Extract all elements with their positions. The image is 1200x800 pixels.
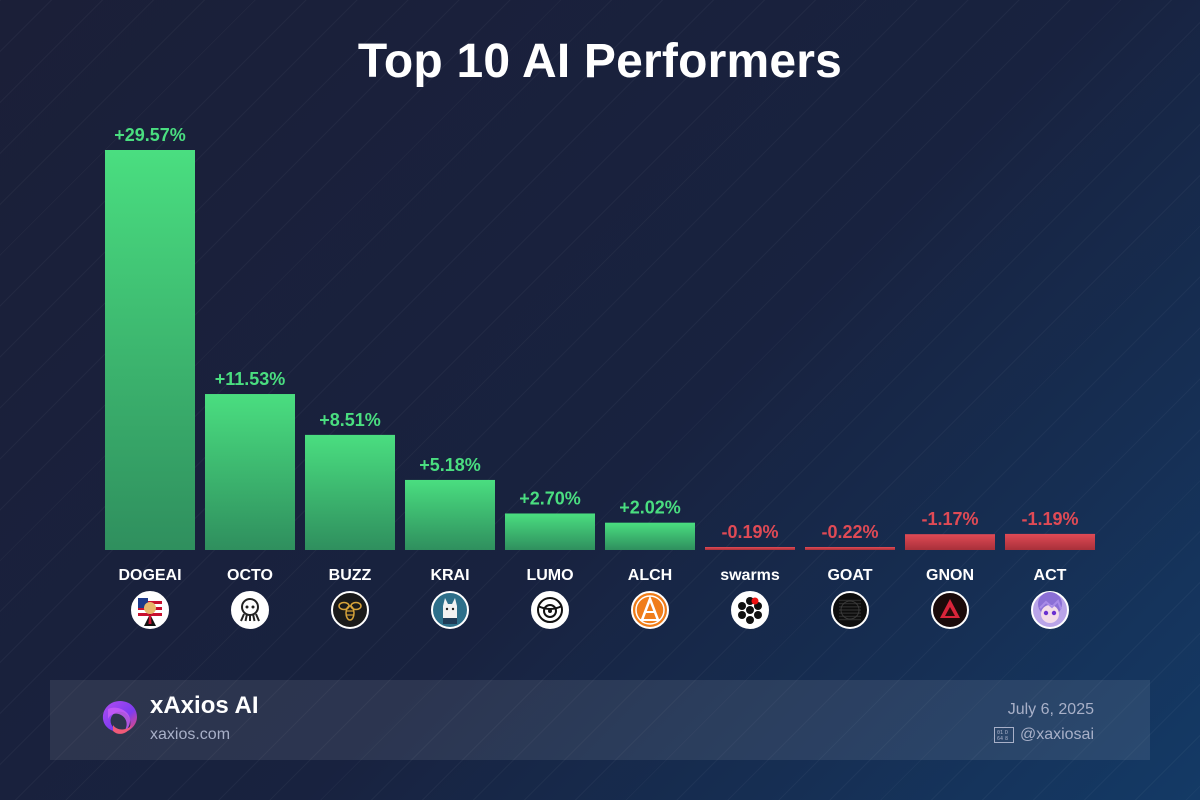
bar-krai (405, 479, 495, 550)
bar-goat (805, 547, 895, 550)
category-label: LUMO (526, 567, 573, 584)
category-label: GOAT (827, 567, 872, 584)
xaxios-logo-icon (102, 701, 137, 734)
brand-url[interactable]: xaxios.com (150, 726, 231, 743)
anime-avatar-icon (1031, 591, 1069, 629)
svg-text:64: 64 (997, 736, 1003, 742)
category-label: BUZZ (329, 567, 372, 584)
data-label: -1.17% (921, 509, 978, 529)
bar-lumo (505, 513, 595, 550)
category-label: ACT (1034, 567, 1067, 584)
doge-flag-avatar-icon (131, 591, 169, 629)
data-label: +29.57% (114, 125, 186, 145)
data-label: +11.53% (215, 369, 286, 389)
category-label: OCTO (227, 567, 273, 584)
brand-name: xAxios AI (150, 692, 259, 719)
footer-bar: xAxios AI xaxios.com July 6, 2025 01 D 6… (50, 680, 1150, 760)
data-label: +2.02% (619, 498, 681, 518)
data-label: -0.22% (821, 522, 878, 542)
octopus-logo-icon (231, 591, 269, 629)
svg-text:8: 8 (1005, 736, 1008, 742)
category-label: swarms (720, 567, 780, 584)
goat-logo-icon (831, 591, 869, 629)
date-label: July 6, 2025 (1007, 701, 1094, 718)
owl-logo-icon (531, 591, 569, 629)
bar-buzz (305, 434, 395, 550)
data-label: +2.70% (519, 488, 581, 508)
category-label: KRAI (430, 567, 469, 584)
bee-logo-icon (331, 591, 369, 629)
bar-gnon (905, 534, 995, 550)
data-label: -1.19% (1021, 509, 1078, 529)
svg-text:D: D (1005, 730, 1008, 736)
category-label: ALCH (628, 567, 672, 584)
handle-text: @xaxiosai (1019, 726, 1094, 743)
svg-text:01: 01 (997, 730, 1003, 736)
chart-title: Top 10 AI Performers (357, 35, 843, 88)
bar-swarms (705, 547, 795, 550)
wolf-avatar-icon (431, 591, 469, 629)
alchemy-a-logo-icon (631, 591, 669, 629)
data-label: +8.51% (319, 410, 381, 430)
category-label: DOGEAI (118, 567, 181, 584)
bar-dogeai (105, 150, 195, 550)
bar-chart: +29.57% DOGEAI +11.53% OCTO +8.51% BUZZ +5.18%… (105, 125, 1095, 629)
data-label: -0.19% (721, 522, 778, 542)
bar-act (1005, 533, 1095, 550)
x-handle-icon: 01 D 64 8 (993, 727, 1014, 743)
swarm-dots-logo-icon (731, 591, 769, 629)
gnon-triangle-logo-icon (931, 591, 969, 629)
data-label: +5.18% (419, 455, 481, 475)
category-label: GNON (926, 567, 974, 584)
bar-octo (205, 394, 295, 550)
bar-alch (605, 522, 695, 550)
social-handle[interactable]: 01 D 64 8 @xaxiosai (993, 726, 1094, 744)
